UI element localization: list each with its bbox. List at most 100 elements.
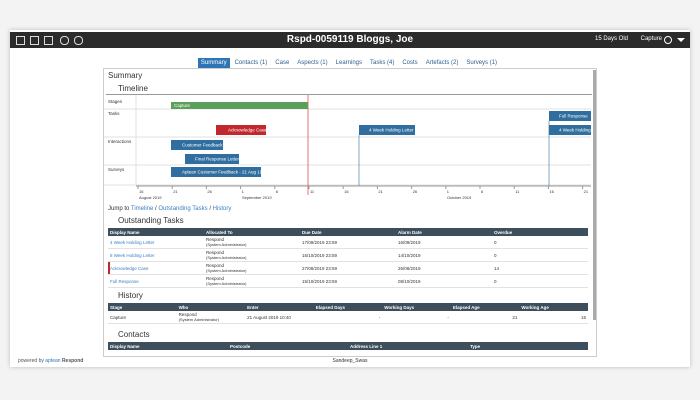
task-alarm: 08/10/2019	[396, 274, 492, 288]
timeline-chart: Stages Tasks Interactions Surveys Captur…	[104, 95, 596, 200]
task-alarm: 16/09/2019	[396, 236, 492, 249]
allocated-to: Respond (System Administrator)	[204, 236, 300, 249]
column-header[interactable]: Postcode	[228, 342, 348, 350]
axis-label: 11	[310, 189, 315, 194]
axis-label: 16	[139, 189, 144, 194]
elapsed-days: -	[313, 311, 383, 324]
interaction-item[interactable]	[185, 154, 239, 164]
row-label: Interactions	[108, 139, 132, 144]
interaction-item[interactable]	[171, 140, 223, 150]
stage-button[interactable]: Capture	[640, 36, 662, 42]
export-icon[interactable]	[44, 36, 53, 45]
tab[interactable]: Artefacts (2)	[425, 60, 459, 66]
column-header[interactable]: Elapsed Days	[313, 303, 383, 311]
axis-label: 1	[242, 189, 245, 194]
task-name[interactable]: Acknowledge Case	[108, 261, 204, 275]
item-label: Final Response Letter	[195, 157, 240, 162]
task-row: Full Response Respond (System Administrato…	[108, 274, 588, 288]
menu-arrow[interactable]	[677, 38, 685, 46]
elapsed-age: 21	[450, 311, 520, 324]
row-label: Stages	[108, 99, 123, 104]
month-label: October 2019	[447, 195, 472, 200]
month-label: August 2019	[139, 195, 162, 200]
axis-label: 6	[481, 189, 484, 194]
stage: Capture	[108, 311, 177, 324]
allocated-name: Respond	[206, 263, 225, 268]
column-header[interactable]: Elapsed Age	[450, 303, 520, 311]
task-name[interactable]: 4 Week Holding Letter	[108, 236, 204, 249]
save-icon[interactable]	[16, 36, 25, 45]
column-header[interactable]: Display Name	[108, 228, 204, 236]
tab[interactable]: Costs	[402, 60, 418, 66]
task-row: Acknowledge Case Respond (System Administr…	[108, 261, 588, 275]
task-row: 4 Week Holding Letter Respond (System Admi…	[108, 236, 588, 249]
column-header[interactable]: Working Days	[382, 303, 451, 311]
print-icon[interactable]	[30, 36, 39, 45]
column-header[interactable]: Working Age	[519, 303, 588, 311]
tab[interactable]: Tasks (4)	[370, 60, 395, 66]
header-row: Stage Who Enter Elapsed Days Working Days Ela…	[108, 303, 588, 311]
jump-link[interactable]: History	[212, 206, 232, 212]
tab-bar: Summary Contacts (1) Case Aspects (1) Learni…	[10, 51, 690, 69]
item-label: 4 Week Holding	[559, 128, 591, 133]
task-item[interactable]	[216, 125, 266, 135]
scrollbar[interactable]	[593, 70, 596, 320]
tab[interactable]: Surveys (1)	[466, 60, 498, 66]
task-due: 17/09/2019 23:59	[300, 236, 396, 249]
column-header[interactable]: Enter	[245, 303, 314, 311]
separator: /	[209, 206, 211, 212]
stage-next[interactable]	[664, 36, 672, 44]
tab[interactable]: Contacts (1)	[234, 60, 268, 66]
allocated-role: (System Administrator)	[206, 268, 247, 273]
settings-icon[interactable]	[74, 36, 83, 45]
history-row: Capture Respond (System Administrator) 21 A…	[108, 311, 588, 324]
task-name[interactable]: 8 Week Holding Letter	[108, 248, 204, 262]
task-item[interactable]	[359, 125, 415, 135]
stage-bar[interactable]	[171, 102, 308, 109]
task-name[interactable]: Full Response	[108, 274, 204, 288]
tab[interactable]: Learnings	[335, 60, 362, 66]
header-row: Display Name Postcode Address Line 1 Type	[108, 342, 588, 350]
allocated-to: Respond (System Administrator)	[204, 261, 300, 275]
allocated-to: Respond (System Administrator)	[204, 248, 300, 262]
survey-item[interactable]	[171, 167, 261, 177]
tab[interactable]: Aspects (1)	[297, 60, 328, 66]
column-header[interactable]: Who	[176, 303, 246, 311]
item-label: Full Response	[559, 114, 588, 119]
tab[interactable]: Summary	[197, 58, 230, 68]
user-name: Sandeep_Swas	[332, 358, 368, 364]
case-title: Rspd-0059119 Bloggs, Joe	[286, 34, 414, 45]
case-age: 15 Days Old	[594, 36, 628, 42]
column-header[interactable]: Address Line 1	[348, 342, 468, 350]
column-header[interactable]: Allocated To	[204, 228, 300, 236]
column-header[interactable]: Display Name	[108, 342, 228, 350]
axis-label: 26	[207, 189, 212, 194]
brand: aptean	[45, 358, 61, 364]
column-header[interactable]: Type	[468, 342, 588, 350]
working-days: -	[382, 311, 451, 324]
column-header[interactable]: Alarm Date	[396, 228, 492, 236]
tasks-heading: Outstanding Tasks	[118, 216, 184, 225]
product: Respond	[61, 358, 84, 364]
task-row: 8 Week Holding Letter Respond (System Admi…	[108, 248, 588, 262]
link-icon[interactable]	[60, 36, 69, 45]
allocated-name: Respond	[206, 237, 225, 242]
axis-label: 21	[378, 189, 383, 194]
axis-label: 6	[276, 189, 279, 194]
rule	[106, 94, 592, 95]
column-header[interactable]: Due Date	[300, 228, 396, 236]
axis-label: 16	[549, 189, 554, 194]
jump-link[interactable]: Outstanding Tasks	[158, 206, 208, 212]
task-item[interactable]	[549, 125, 596, 135]
task-item[interactable]	[549, 111, 596, 121]
column-header[interactable]: Stage	[108, 303, 177, 311]
task-overdue: 0	[492, 236, 588, 249]
separator: /	[155, 206, 157, 212]
column-header[interactable]: Overdue	[492, 228, 588, 236]
enter: 21 August 2019 10:40	[245, 311, 314, 324]
jump-link[interactable]: Timeline	[130, 206, 154, 212]
summary-panel: Summary Timeline Stages Tasks Interactio…	[103, 68, 597, 357]
who-role: (System Administrator)	[178, 317, 220, 322]
tab[interactable]: Case	[275, 60, 290, 66]
